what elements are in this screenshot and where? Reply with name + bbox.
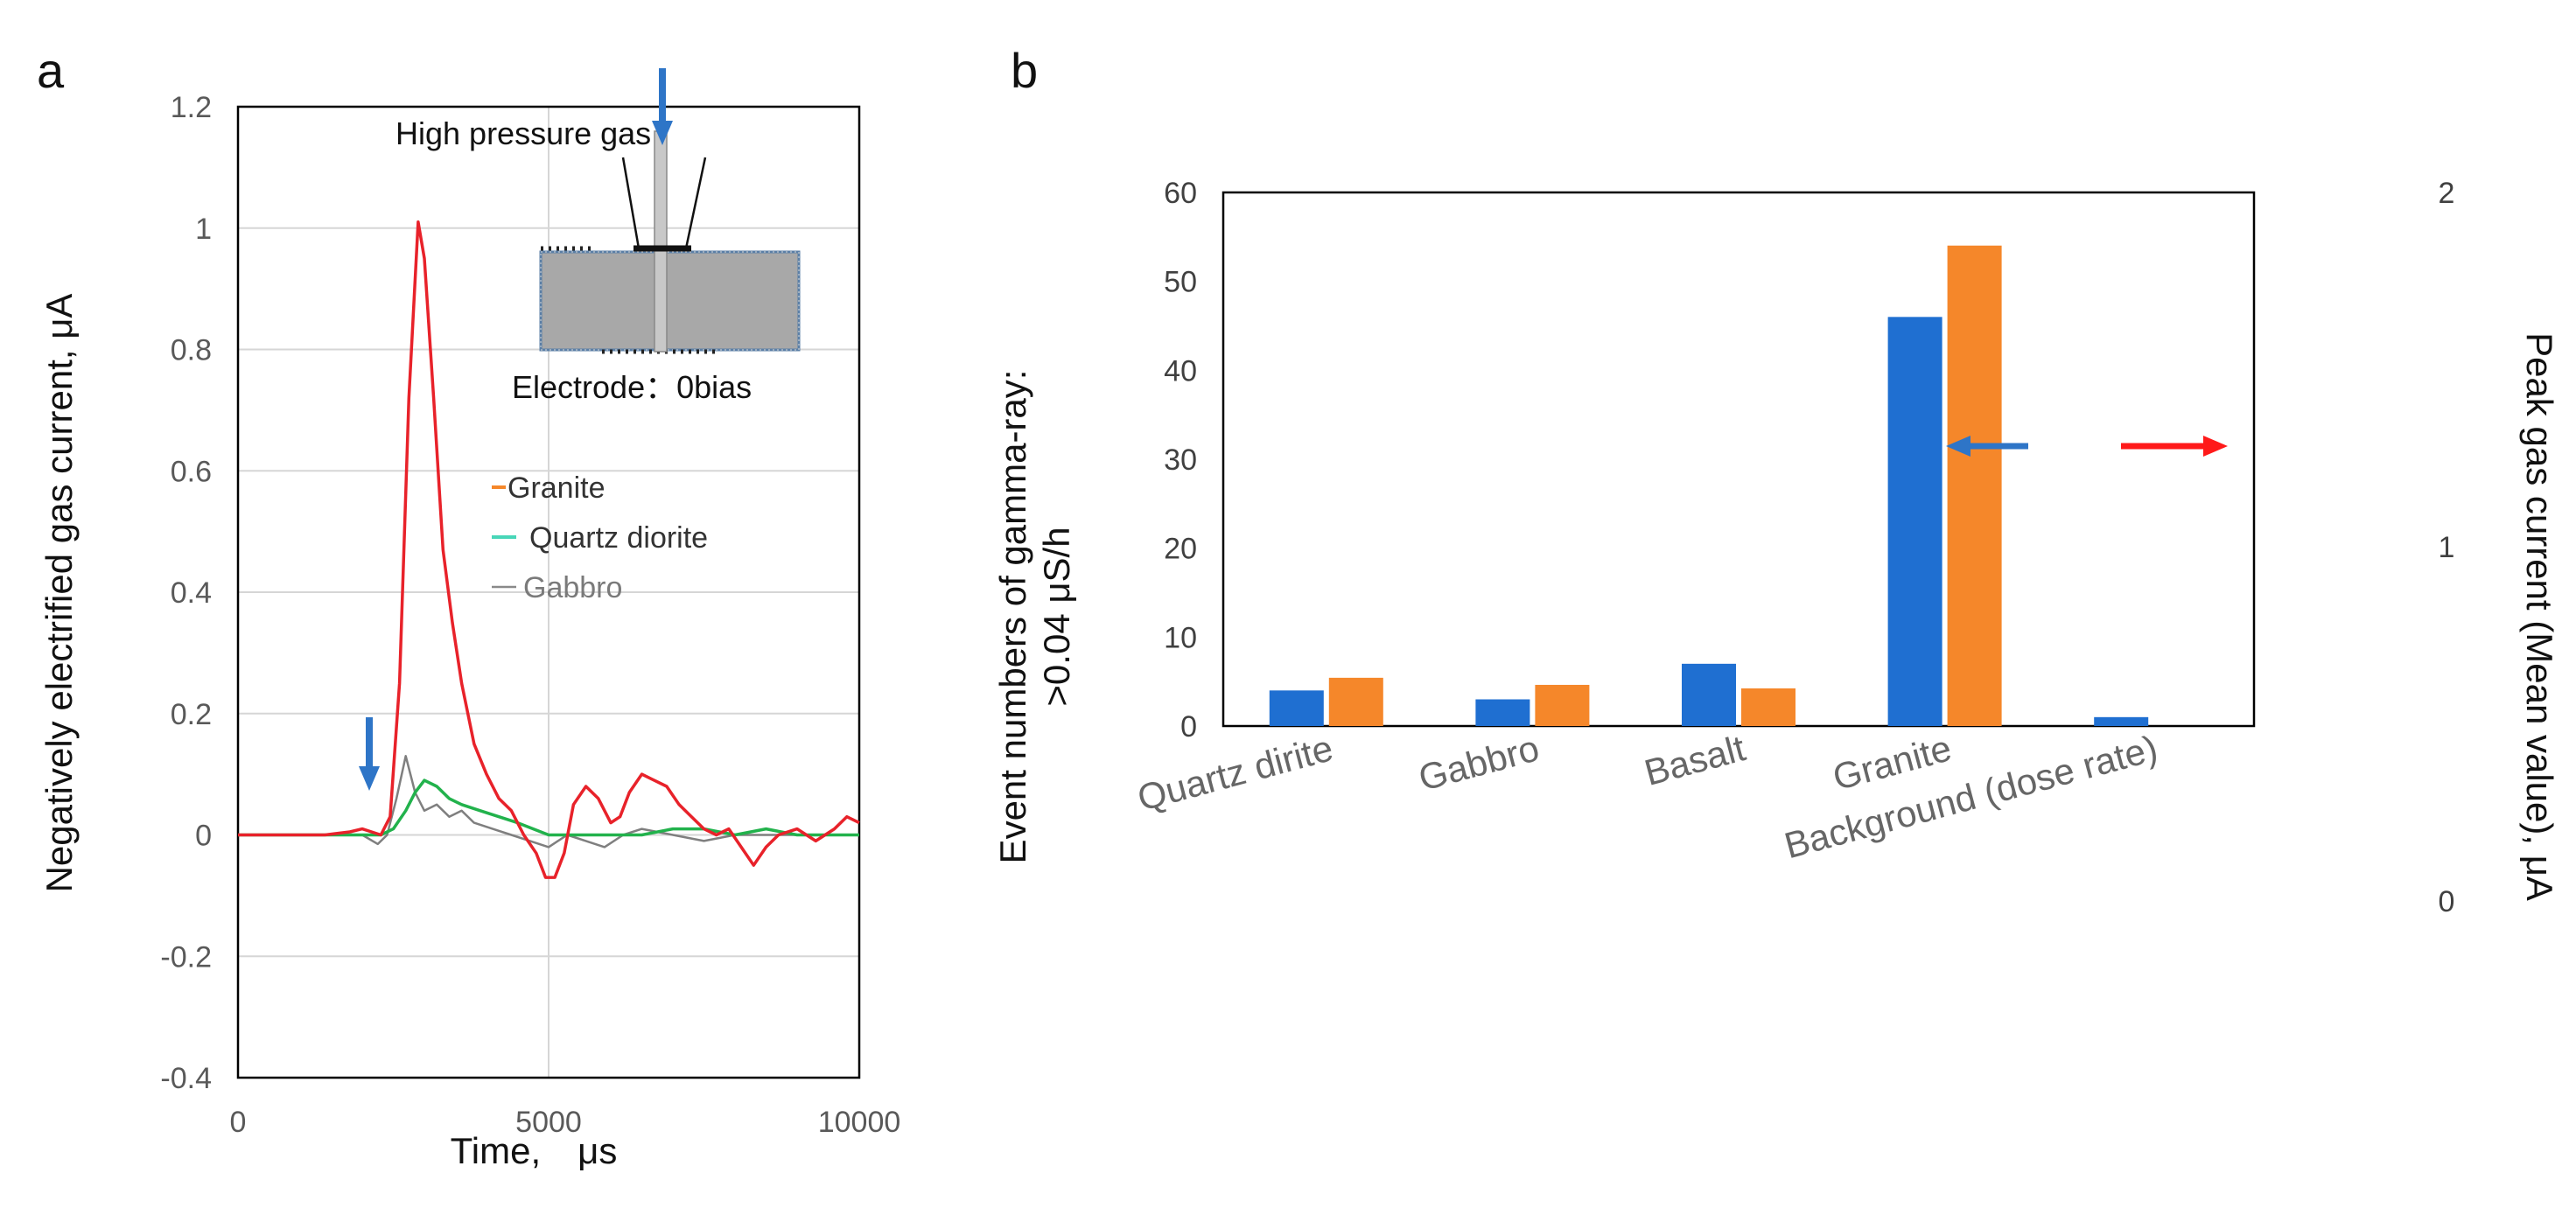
bar-gamma-background-dose-rate	[2094, 716, 2149, 726]
right-axis-arrow-head	[2203, 436, 2228, 457]
panel-a-y-tick-label: 0.6	[171, 455, 212, 488]
inset-rock-texture	[540, 251, 800, 351]
panel-a-x-ticks: 0 5000 10000	[230, 1106, 901, 1139]
series-line-granite	[238, 220, 860, 879]
inset-rock-sample	[539, 250, 801, 352]
panel-b-left-y-label-line2: >0.04 μS/h	[1036, 527, 1077, 706]
panel-a-y-tick-label: 0.8	[171, 334, 212, 367]
legend-label-gabbro: Gabbro	[523, 571, 622, 604]
category-label-basalt: Basalt	[1640, 727, 1749, 793]
panel-b-left-y-tick-label: 50	[1164, 266, 1197, 299]
panel-b-right-y-label: Peak gas current (Mean value), μA	[2519, 332, 2560, 901]
panel-a-y-tick-label: -0.2	[160, 940, 212, 974]
inset-nozzle-left	[621, 157, 640, 249]
panel-a-series	[238, 220, 860, 879]
panel-a-x-tick-label: 10000	[818, 1106, 901, 1139]
inset-nozzle-right	[684, 157, 707, 249]
bar-gamma-quartz-dirite	[1269, 690, 1324, 726]
panel-a-y-tick-label: 0.2	[171, 698, 212, 731]
panel-b-right-y-tick-label: 1	[2439, 531, 2455, 564]
panel-a-x-tick-label: 5000	[515, 1106, 582, 1139]
panel-b-letter: b	[1011, 43, 1038, 98]
panel-a-y-ticks: 1.2 1 0.8 0.6 0.4 0.2 0 -0.2 -0.4	[160, 91, 212, 1095]
panel-b-plot-frame	[1222, 191, 2256, 728]
panel-b-right-y-tick-label: 0	[2439, 885, 2455, 918]
panel-b-left-y-label-line1: Event numbers of gamma-ray:	[992, 370, 1033, 864]
panel-b-bars	[1269, 245, 2149, 726]
inset-gas-arrow-head	[652, 121, 673, 145]
bar-current-basalt	[1741, 688, 1796, 726]
category-label-background-dose-rate: Background (dose rate)	[1780, 727, 2161, 866]
panel-a-legend: Granite Quartz diorite Gabbro	[492, 471, 708, 604]
panel-a-letter: a	[37, 43, 65, 98]
inset-title: High pressure gas	[396, 115, 651, 151]
legend-label-quartz-diorite: Quartz diorite	[529, 521, 708, 555]
panel-a-y-tick-label: -0.4	[160, 1062, 212, 1095]
panel-b-category-labels: Quartz dirite Gabbro Basalt GraniteBackgrou…	[1133, 727, 2162, 866]
onset-arrow-head	[359, 766, 380, 791]
bar-current-gabbro	[1535, 684, 1590, 726]
panel-a-y-tick-label: 0.4	[171, 576, 212, 610]
inset-caption: Electrode：0bias	[512, 369, 752, 405]
category-label-quartz-dirite: Quartz dirite	[1133, 727, 1337, 819]
panel-b-left-y-tick-label: 60	[1164, 177, 1197, 210]
panel-a-plot-frame	[236, 105, 861, 1079]
inset-gas-tube	[654, 130, 668, 353]
category-label-gabbro: Gabbro	[1414, 727, 1543, 799]
panel-a-y-tick-label: 1	[195, 213, 212, 246]
panel-b-right-y-tick-label: 2	[2439, 177, 2455, 210]
left-axis-arrow-head	[1946, 436, 1970, 457]
panel-b-left-y-tick-label: 30	[1164, 443, 1197, 477]
bar-gamma-basalt	[1682, 663, 1736, 726]
panel-b-left-y-ticks: 60 50 40 30 20 10 0	[1164, 177, 1197, 744]
panel-b-left-y-tick-label: 40	[1164, 354, 1197, 388]
bar-current-quartz-dirite	[1328, 677, 1383, 726]
panel-b-left-y-tick-label: 0	[1180, 710, 1197, 744]
panel-a-y-tick-label: 0	[195, 820, 212, 853]
panel-a-x-label: Time, μs	[451, 1130, 618, 1171]
panel-a-y-label: Negatively electrified gas current, μA	[38, 294, 80, 893]
panel-b-left-y-tick-label: 20	[1164, 533, 1197, 566]
series-line-quartz-diorite	[238, 779, 859, 837]
series-line-gabbro	[238, 755, 859, 848]
inset-diagram: High pressure gas Electrode：0bias	[396, 68, 801, 405]
bar-current-granite	[1947, 245, 2002, 726]
panel-a-x-tick-label: 0	[230, 1106, 247, 1139]
bar-gamma-gabbro	[1475, 699, 1530, 726]
panel-a-y-tick-label: 1.2	[171, 91, 212, 124]
legend-label-granite: Granite	[508, 471, 606, 505]
bar-gamma-granite	[1887, 317, 1942, 726]
panel-b-left-y-tick-label: 10	[1164, 621, 1197, 654]
panel-b-right-y-ticks: 2 1 0	[2439, 177, 2455, 918]
